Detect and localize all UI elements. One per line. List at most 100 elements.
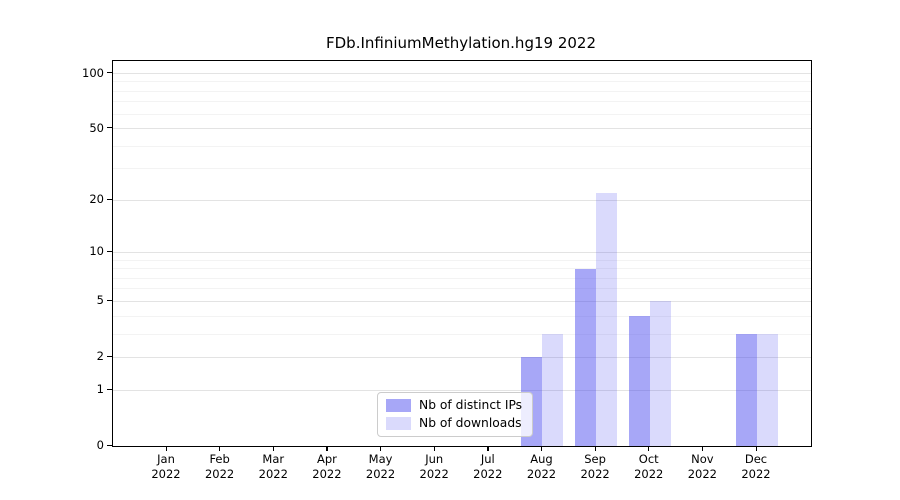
y-tick-mark — [107, 72, 112, 74]
x-tick-label: Jul 2022 — [456, 452, 520, 482]
y-tick-mark — [107, 127, 112, 129]
gridline-major — [113, 389, 811, 391]
gridline-minor — [113, 288, 811, 290]
x-tick-mark — [755, 446, 757, 451]
gridline-minor — [113, 145, 811, 147]
gridline-minor — [113, 168, 811, 170]
bar-downloads-aug-2022 — [542, 334, 564, 446]
gridline-major — [113, 251, 811, 253]
legend-label-distinct-ips: Nb of distinct IPs — [419, 398, 523, 412]
x-tick-label: Jan 2022 — [134, 452, 198, 482]
legend-swatch-distinct-ips-icon — [386, 398, 411, 412]
x-tick-mark — [487, 446, 489, 451]
x-tick-month: Sep — [584, 452, 606, 466]
gridline-minor — [113, 90, 811, 92]
y-tick-label: 2 — [96, 349, 104, 364]
gridline-major — [113, 356, 811, 358]
gridline-minor — [113, 259, 811, 261]
bar-distinct-ips-sep-2022 — [575, 268, 597, 446]
plot-area — [112, 60, 812, 447]
x-tick-month: May — [368, 452, 393, 466]
x-tick-year: 2022 — [687, 467, 717, 481]
legend-item-distinct-ips: Nb of distinct IPs — [386, 398, 522, 412]
x-tick-month: Nov — [691, 452, 714, 466]
gridline-minor — [113, 113, 811, 115]
y-tick-mark — [107, 355, 112, 358]
x-tick-label: May 2022 — [349, 452, 413, 482]
legend: Nb of distinct IPs Nb of downloads — [377, 392, 534, 437]
gridline-minor — [113, 277, 811, 279]
gridline-major — [113, 300, 811, 302]
x-tick-label: Feb 2022 — [188, 452, 252, 482]
x-tick-month: Aug — [530, 452, 553, 466]
x-tick-mark — [433, 446, 435, 451]
x-tick-mark — [701, 446, 704, 451]
y-tick-mark — [107, 444, 112, 446]
x-tick-month: Jun — [425, 452, 444, 466]
x-tick-year: 2022 — [473, 467, 503, 481]
x-tick-mark — [272, 446, 274, 451]
legend-swatch-downloads-icon — [386, 416, 411, 430]
x-tick-month: Oct — [638, 452, 659, 466]
x-tick-year: 2022 — [258, 467, 288, 481]
y-tick-label: 100 — [82, 65, 104, 80]
x-tick-year: 2022 — [204, 467, 235, 481]
bar-downloads-oct-2022 — [649, 301, 671, 446]
x-tick-label: Mar 2022 — [241, 452, 305, 482]
x-tick-mark — [165, 446, 167, 451]
x-tick-label: Sep 2022 — [563, 452, 627, 482]
y-tick-label: 1 — [96, 382, 104, 397]
gridline-major — [113, 199, 811, 201]
x-tick-month: Jan — [157, 452, 175, 466]
y-tick-mark — [107, 299, 112, 302]
x-tick-year: 2022 — [419, 467, 449, 481]
gridline-minor — [113, 81, 811, 83]
y-tick-mark — [107, 250, 112, 253]
x-tick-month: Mar — [262, 452, 285, 466]
y-tick-mark — [107, 388, 112, 390]
bar-downloads-sep-2022 — [596, 192, 618, 446]
y-tick-label: 0 — [96, 438, 104, 452]
x-tick-year: 2022 — [580, 467, 610, 481]
x-tick-mark — [594, 446, 596, 451]
x-tick-label: Dec 2022 — [724, 452, 788, 482]
x-tick-mark — [326, 446, 328, 451]
x-tick-month: Jul — [480, 452, 495, 466]
y-tick-label: 10 — [89, 244, 104, 259]
x-tick-year: 2022 — [365, 467, 396, 481]
x-tick-year: 2022 — [312, 467, 342, 481]
y-tick-label: 20 — [89, 192, 104, 207]
x-tick-month: Dec — [744, 452, 768, 466]
gridline-minor — [113, 333, 811, 335]
x-tick-label: Jun 2022 — [402, 452, 466, 482]
x-tick-mark — [540, 446, 543, 451]
x-tick-year: 2022 — [526, 467, 557, 481]
x-tick-label: Oct 2022 — [617, 452, 681, 482]
x-tick-mark — [380, 446, 382, 451]
gridline-minor — [113, 268, 811, 270]
y-tick-label: 5 — [96, 293, 104, 308]
chart-title: FDb.InfiniumMethylation.hg19 2022 — [326, 34, 596, 52]
bar-distinct-ips-oct-2022 — [628, 316, 650, 446]
gridline-minor — [113, 315, 811, 317]
x-tick-year: 2022 — [634, 467, 664, 481]
x-tick-month: Feb — [209, 452, 230, 466]
x-tick-label: Apr 2022 — [295, 452, 359, 482]
x-tick-label: Aug 2022 — [509, 452, 573, 482]
x-tick-year: 2022 — [151, 467, 181, 481]
gridline-major — [113, 73, 811, 75]
y-tick-mark — [107, 198, 112, 200]
x-tick-label: Nov 2022 — [670, 452, 734, 482]
gridline-minor — [113, 101, 811, 103]
legend-label-downloads: Nb of downloads — [419, 416, 522, 430]
x-tick-mark — [648, 446, 650, 451]
legend-item-downloads: Nb of downloads — [386, 416, 522, 430]
x-tick-year: 2022 — [741, 467, 771, 481]
bar-distinct-ips-dec-2022 — [736, 334, 757, 446]
x-tick-month: Apr — [316, 452, 337, 466]
gridline-major — [113, 128, 811, 130]
x-tick-mark — [219, 446, 221, 451]
bar-downloads-dec-2022 — [757, 334, 778, 446]
y-tick-label: 50 — [89, 120, 104, 135]
